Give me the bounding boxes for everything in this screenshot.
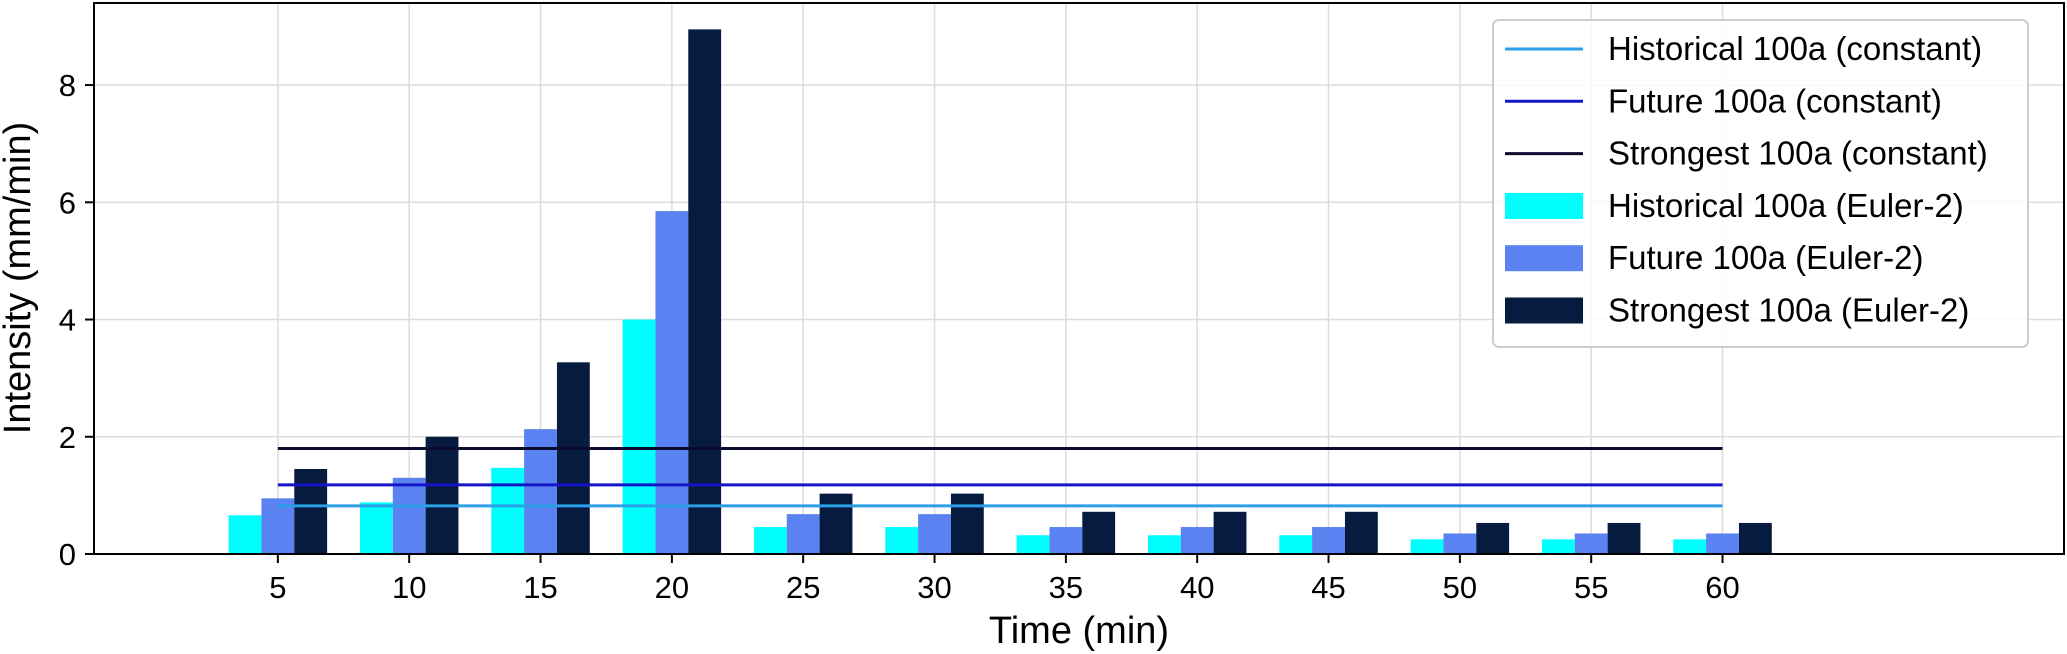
x-axis-label: Time (min) (989, 610, 1169, 652)
bar (688, 29, 722, 554)
bar (1574, 533, 1608, 554)
bar (622, 319, 656, 554)
bar (1541, 539, 1575, 554)
bar (1476, 522, 1510, 554)
x-tick-label: 45 (1311, 570, 1345, 605)
bar (786, 514, 820, 554)
bar (1016, 535, 1050, 554)
bar (556, 362, 590, 554)
legend-frame (1492, 19, 2029, 348)
bar (1410, 539, 1444, 554)
bar (1443, 533, 1477, 554)
legend-label: Future 100a (constant) (1608, 82, 1942, 119)
bar (819, 493, 853, 554)
bar (359, 502, 393, 554)
plot-frame (93, 2, 2065, 555)
x-tick-label: 15 (523, 570, 557, 605)
bar (1738, 522, 1772, 554)
legend-label: Strongest 100a (Euler-2) (1608, 292, 1969, 329)
legend-label: Historical 100a (constant) (1608, 30, 1982, 67)
bar (1279, 535, 1313, 554)
x-tick-label: 50 (1443, 570, 1477, 605)
legend-label: Strongest 100a (constant) (1608, 135, 1988, 172)
legend-label: Future 100a (Euler-2) (1608, 239, 1923, 276)
x-tick-label: 30 (917, 570, 951, 605)
bar (491, 467, 525, 554)
x-tick-label: 5 (269, 570, 286, 605)
bar (1607, 522, 1641, 554)
legend-bar-swatch (1505, 245, 1583, 272)
bar (294, 469, 328, 554)
legend-bar-swatch (1505, 192, 1583, 219)
y-tick-label: 0 (59, 537, 76, 572)
bar (1673, 539, 1707, 554)
bar (1213, 511, 1247, 554)
axis-ticks: 5 10 15 20 25 30 35 40 45 50 55 60 0 2 4 6 8 (59, 68, 1740, 605)
bar (918, 514, 951, 554)
bar (1082, 511, 1116, 554)
legend: Historical 100a (constant) Future 100a (c… (1492, 19, 2029, 348)
bar (425, 436, 459, 554)
bar (950, 493, 984, 554)
y-tick-label: 2 (59, 420, 76, 455)
bars (228, 29, 1772, 554)
bar (392, 477, 426, 554)
x-tick-label: 55 (1574, 570, 1608, 605)
bar (1049, 527, 1083, 554)
y-tick-label: 6 (59, 185, 76, 220)
bar (885, 527, 919, 554)
x-tick-label: 25 (786, 570, 820, 605)
bar (1344, 511, 1378, 554)
constant-lines (277, 446, 1723, 508)
bar (753, 527, 787, 554)
legend-bar-swatch (1505, 297, 1583, 324)
bar (1180, 527, 1214, 554)
y-axis-label: Intensity (mm/min) (0, 122, 39, 434)
x-tick-label: 20 (655, 570, 689, 605)
y-tick-label: 8 (59, 68, 76, 103)
x-tick-label: 40 (1180, 570, 1214, 605)
x-tick-label: 60 (1705, 570, 1739, 605)
legend-label: Historical 100a (Euler-2) (1608, 187, 1964, 224)
bar (1706, 533, 1739, 554)
bar (228, 515, 262, 554)
y-tick-label: 4 (59, 303, 76, 338)
bar (1312, 527, 1345, 554)
x-tick-label: 35 (1049, 570, 1083, 605)
bar (655, 211, 689, 554)
bar (1147, 535, 1181, 554)
bar (261, 498, 295, 554)
x-tick-label: 10 (392, 570, 426, 605)
